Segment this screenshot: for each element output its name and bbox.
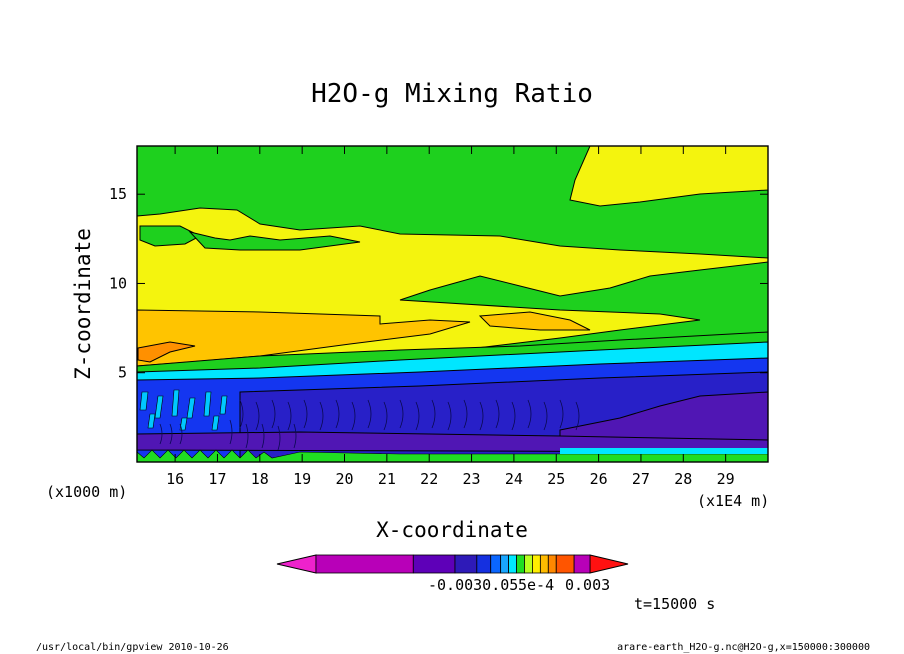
footer-left: /usr/local/bin/gpview 2010-10-26 bbox=[36, 642, 229, 653]
x-unit-label: (x1E4 m) bbox=[697, 492, 769, 510]
y-tick-label: 5 bbox=[118, 364, 127, 382]
region-surface-green bbox=[137, 449, 768, 462]
x-tick-label: 22 bbox=[420, 470, 438, 488]
x-tick-label: 25 bbox=[547, 470, 565, 488]
wave-contours bbox=[159, 399, 580, 451]
colorbar-segment bbox=[476, 554, 492, 574]
colorbar-label-1: -0.0030.05 bbox=[428, 576, 518, 594]
colorbar-end-high bbox=[589, 554, 629, 574]
colorbar-labels: -0.0030.05 5e-4 0.003 bbox=[428, 576, 610, 594]
colorbar-segment bbox=[500, 554, 509, 574]
colorbar-segment bbox=[547, 554, 557, 574]
region-purple-strip bbox=[137, 431, 768, 453]
colorbar-end-low bbox=[276, 554, 317, 574]
colorbar bbox=[276, 554, 629, 574]
colorbar-segment bbox=[454, 554, 478, 574]
x-tick-label: 27 bbox=[632, 470, 650, 488]
x-tick-label: 26 bbox=[590, 470, 608, 488]
x-tick-label: 19 bbox=[293, 470, 311, 488]
colorbar-label-2: 5e-4 bbox=[518, 576, 554, 594]
x-tick-label: 24 bbox=[505, 470, 523, 488]
region-surface-cyan bbox=[560, 448, 768, 454]
y-tick-label: 10 bbox=[109, 274, 127, 292]
x-axis-label: X-coordinate bbox=[376, 518, 528, 542]
colorbar-segment bbox=[555, 554, 575, 574]
colorbar-segment bbox=[524, 554, 533, 574]
y-axis-label: Z-coordinate bbox=[71, 228, 95, 380]
colorbar-segment bbox=[532, 554, 541, 574]
colorbar-segment bbox=[573, 554, 591, 574]
colorbar-segment bbox=[412, 554, 456, 574]
x-tick-label: 28 bbox=[674, 470, 692, 488]
x-tick-label: 20 bbox=[335, 470, 353, 488]
x-tick-label: 17 bbox=[208, 470, 226, 488]
colorbar-label-3: 0.003 bbox=[565, 576, 610, 594]
colorbar-segment bbox=[508, 554, 517, 574]
x-tick-label: 21 bbox=[378, 470, 396, 488]
colorbar-segment bbox=[490, 554, 502, 574]
region-green-notch bbox=[139, 225, 202, 247]
plot-area bbox=[137, 146, 768, 462]
x-tick-label: 18 bbox=[251, 470, 269, 488]
region-orange-dark bbox=[137, 341, 196, 363]
x-tick-label: 16 bbox=[166, 470, 184, 488]
colorbar-segment bbox=[315, 554, 414, 574]
plot-frame bbox=[136, 145, 769, 463]
x-tick-label: 29 bbox=[717, 470, 735, 488]
x-tick-label: 23 bbox=[463, 470, 481, 488]
x-axis: 16 17 18 19 20 21 22 23 24 25 26 27 28 29 bbox=[166, 146, 735, 488]
footer-right: arare-earth_H2O-g.nc@H2O-g,x=150000:3000… bbox=[617, 642, 870, 653]
y-axis: 5 10 15 bbox=[109, 185, 768, 382]
y-unit-label: (x1000 m) bbox=[46, 483, 127, 501]
colorbar-segment bbox=[516, 554, 525, 574]
region-green-notch-2 bbox=[188, 231, 361, 251]
colorbar-segment bbox=[539, 554, 549, 574]
region-yellow-upper-right bbox=[569, 146, 768, 207]
region-orange-patch bbox=[478, 311, 591, 331]
chart-title: H2O-g Mixing Ratio bbox=[311, 79, 593, 109]
time-label: t=15000 s bbox=[634, 595, 715, 613]
y-tick-label: 15 bbox=[109, 185, 127, 203]
